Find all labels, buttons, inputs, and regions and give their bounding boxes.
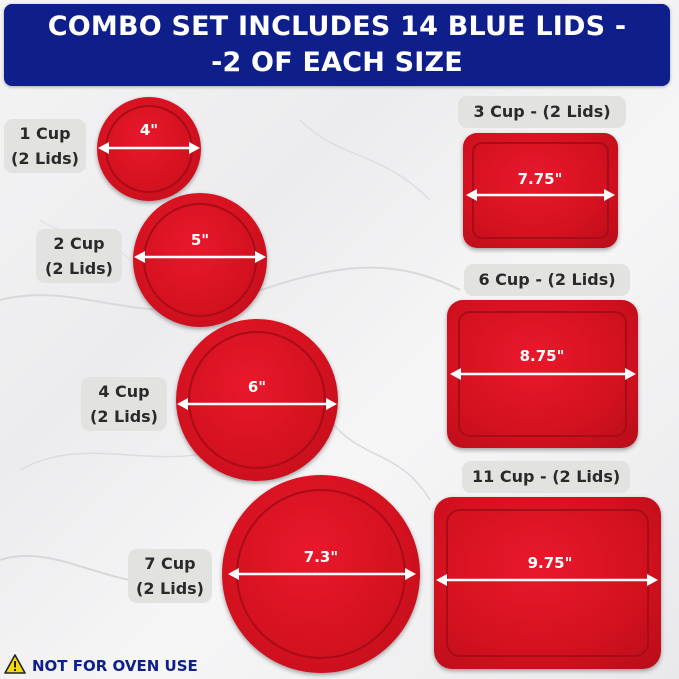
- dimension-arrow: [450, 367, 636, 381]
- dimension-label: 7.3": [303, 548, 339, 566]
- dimension-label: 9.75": [527, 554, 573, 572]
- dimension-arrow: [177, 397, 337, 411]
- dimension-arrow: [98, 141, 200, 155]
- oven-warning: NOT FOR OVEN USE: [4, 654, 198, 678]
- dimension-label: 4": [139, 121, 159, 139]
- round-lid-size: 1 Cup: [19, 124, 71, 143]
- dimension-label: 7.75": [517, 170, 563, 188]
- rect-lid-label-11-cup: 11 Cup - (2 Lids): [462, 461, 630, 493]
- round-lid-count: (2 Lids): [45, 259, 113, 278]
- round-lid-size: 4 Cup: [98, 382, 150, 401]
- rect-lid-size-label: 3 Cup - (2 Lids): [473, 102, 611, 121]
- header-banner: COMBO SET INCLUDES 14 BLUE LIDS - -2 OF …: [4, 4, 670, 86]
- warning-triangle-icon: [4, 654, 26, 678]
- dimension-label: 5": [190, 231, 210, 249]
- round-lid-label-4-cup: 4 Cup (2 Lids): [81, 377, 167, 431]
- round-lid-label-7-cup: 7 Cup (2 Lids): [128, 549, 212, 603]
- dimension-arrow: [228, 567, 416, 581]
- dimension-arrow: [134, 250, 266, 264]
- dimension-label: 8.75": [519, 347, 565, 365]
- banner-title-line-1: COMBO SET INCLUDES 14 BLUE LIDS -: [47, 11, 627, 42]
- round-lid-count: (2 Lids): [11, 149, 79, 168]
- round-lid-label-2-cup: 2 Cup (2 Lids): [36, 229, 122, 283]
- dimension-arrow: [436, 573, 658, 587]
- rect-lid-size-label: 11 Cup - (2 Lids): [472, 467, 621, 486]
- rect-lid-size-label: 6 Cup - (2 Lids): [478, 270, 616, 289]
- warning-text: NOT FOR OVEN USE: [32, 657, 198, 675]
- round-lid-count: (2 Lids): [136, 579, 204, 598]
- dimension-label: 6": [247, 378, 267, 396]
- rect-lid-label-6-cup: 6 Cup - (2 Lids): [464, 264, 630, 296]
- round-lid-size: 7 Cup: [144, 554, 196, 573]
- banner-title-line-2: -2 OF EACH SIZE: [211, 47, 463, 78]
- round-lid-2-cup: [133, 193, 267, 327]
- round-lid-label-1-cup: 1 Cup (2 Lids): [4, 119, 86, 173]
- dimension-arrow: [466, 188, 615, 202]
- round-lid-size: 2 Cup: [53, 234, 105, 253]
- rect-lid-label-3-cup: 3 Cup - (2 Lids): [458, 96, 626, 128]
- round-lid-count: (2 Lids): [90, 407, 158, 426]
